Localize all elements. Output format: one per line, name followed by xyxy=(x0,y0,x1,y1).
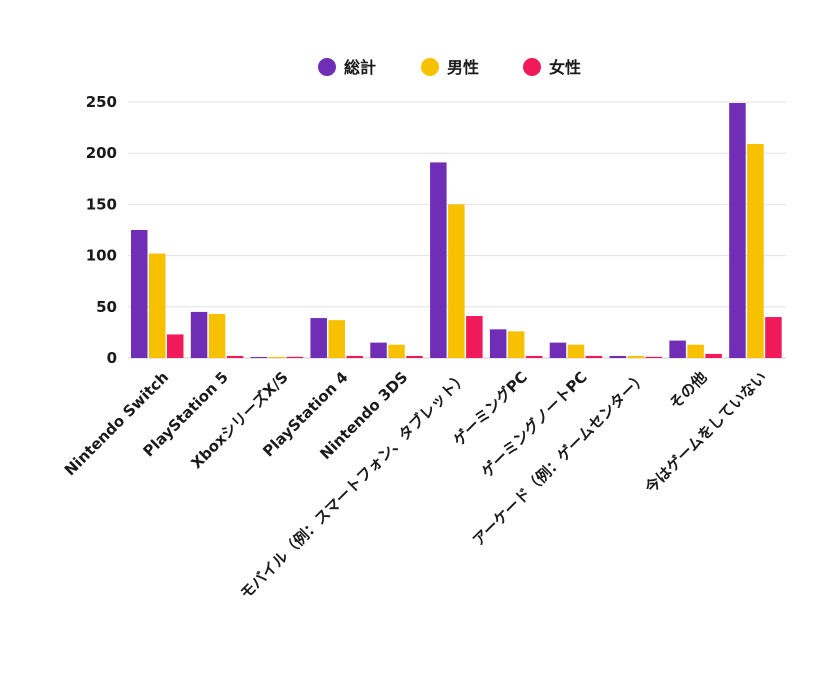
y-tick-label: 200 xyxy=(86,144,117,162)
x-tick-label: ゲーミングノートPC xyxy=(478,368,591,481)
bar-3-6 xyxy=(466,316,483,358)
bar-1-6 xyxy=(430,162,447,358)
x-tick-label: その他 xyxy=(666,368,711,413)
bar-3-9 xyxy=(645,356,663,358)
bar-1-11 xyxy=(729,103,746,358)
bar-2-6 xyxy=(448,204,465,358)
bar-3-2 xyxy=(226,355,244,358)
bar-1-8 xyxy=(549,342,567,358)
bar-1-2 xyxy=(190,311,208,358)
x-tick-label: モバイル（例：スマートフォン、タブレット） xyxy=(237,368,472,603)
bar-1-7 xyxy=(489,329,507,358)
bar-1-1 xyxy=(131,230,148,358)
legend-marker-3 xyxy=(523,58,541,76)
bar-3-7 xyxy=(525,355,543,358)
bar-3-4 xyxy=(346,355,363,358)
x-tick-label: 今はゲームをしていない xyxy=(641,368,770,497)
bar-3-10 xyxy=(705,353,722,358)
legend-label-3: 女性 xyxy=(549,58,581,77)
bar-2-5 xyxy=(388,344,405,358)
y-tick-label: 250 xyxy=(86,93,117,111)
legend-marker-1 xyxy=(318,58,336,76)
bar-2-11 xyxy=(747,143,764,358)
bar-2-1 xyxy=(149,253,166,358)
bar-3-8 xyxy=(585,355,603,358)
y-axis: 0 50 100 150 200 250 xyxy=(86,93,117,367)
bar-2-9 xyxy=(627,355,645,358)
legend-marker-2 xyxy=(421,58,439,76)
bar-3-1 xyxy=(167,334,184,358)
bar-1-4 xyxy=(310,318,327,358)
bar-2-2 xyxy=(208,313,226,358)
bar-1-5 xyxy=(370,342,387,358)
bar-2-7 xyxy=(507,331,525,358)
bar-2-10 xyxy=(687,344,704,358)
bar-2-4 xyxy=(328,320,345,358)
bar-1-3 xyxy=(250,356,268,358)
bar-3-5 xyxy=(406,355,423,358)
legend-label-2: 男性 xyxy=(447,58,479,77)
x-tick-label: Nintendo Switch xyxy=(61,368,172,479)
bars xyxy=(131,103,782,358)
y-tick-label: 150 xyxy=(86,195,117,213)
y-tick-label: 100 xyxy=(86,247,117,265)
chart-legend: 総計 男性 女性 xyxy=(318,58,581,77)
y-tick-label: 0 xyxy=(107,349,117,367)
bar-2-8 xyxy=(567,344,585,358)
bar-3-11 xyxy=(765,317,782,358)
bar-2-3 xyxy=(268,356,286,358)
y-tick-label: 50 xyxy=(96,298,117,316)
bar-3-3 xyxy=(286,356,304,358)
bar-1-10 xyxy=(669,340,686,358)
legend-label-1: 総計 xyxy=(344,58,376,77)
bar-1-9 xyxy=(609,355,627,358)
